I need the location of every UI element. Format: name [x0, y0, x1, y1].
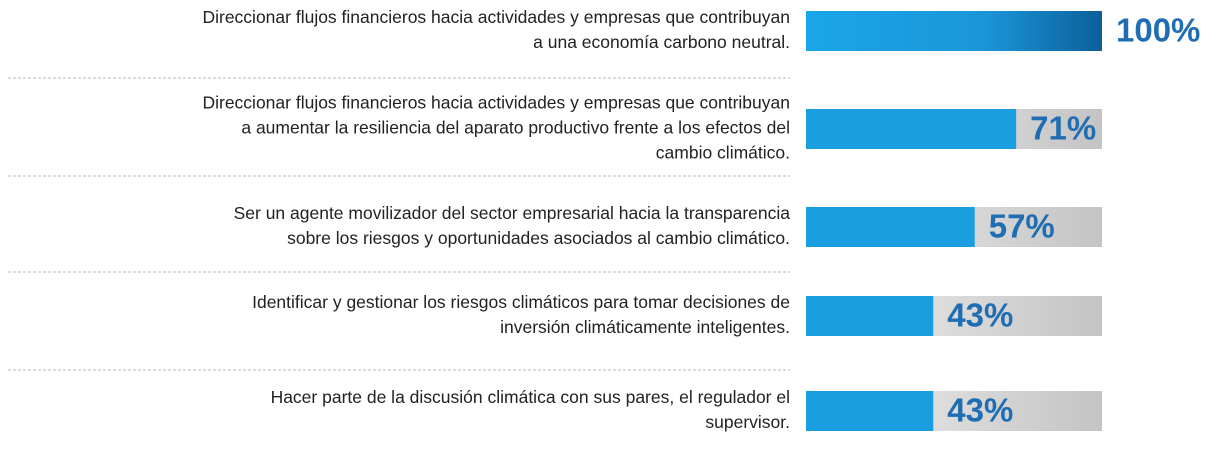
- bar: [806, 109, 1017, 149]
- value-label: 71%: [1030, 110, 1096, 147]
- category-label: a aumentar la resiliencia del aparato pr…: [241, 118, 790, 138]
- category-label: inversión climáticamente inteligentes.: [500, 317, 790, 337]
- category-label: Direccionar flujos financieros hacia act…: [202, 93, 790, 113]
- bar: [806, 207, 975, 247]
- bar: [806, 11, 1102, 51]
- bar: [806, 391, 934, 431]
- category-label: Hacer parte de la discusión climática co…: [271, 387, 790, 407]
- bar: [806, 296, 934, 336]
- value-label: 43%: [947, 297, 1013, 334]
- value-label: 43%: [947, 392, 1013, 429]
- value-label: 100%: [1116, 12, 1200, 49]
- category-label: Direccionar flujos financieros hacia act…: [202, 7, 790, 27]
- category-label: supervisor.: [705, 412, 790, 432]
- category-label: Identificar y gestionar los riesgos clim…: [252, 292, 790, 312]
- category-label: sobre los riesgos y oportunidades asocia…: [287, 228, 790, 248]
- category-label: Ser un agente movilizador del sector emp…: [234, 203, 791, 223]
- category-label: a una economía carbono neutral.: [533, 32, 790, 52]
- category-label: cambio climático.: [656, 143, 790, 163]
- value-label: 57%: [989, 208, 1055, 245]
